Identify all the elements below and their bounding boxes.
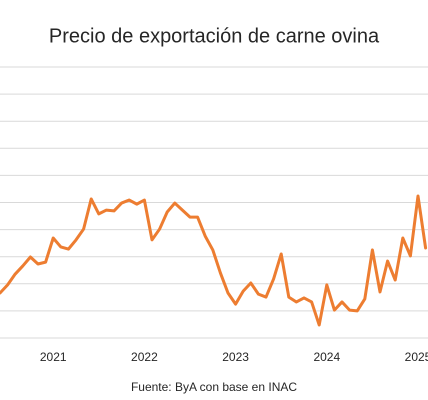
x-tick-label: 2021 xyxy=(40,350,67,364)
x-tick-label: 2022 xyxy=(131,350,158,364)
x-tick-label: 2023 xyxy=(222,350,249,364)
line-series xyxy=(0,194,428,327)
chart-title: Precio de exportación de carne ovina xyxy=(49,25,380,47)
x-tick-label: 2025 xyxy=(405,350,428,364)
source-note: Fuente: ByA con base en INAC xyxy=(131,380,297,394)
x-tick-label: 2024 xyxy=(313,350,340,364)
